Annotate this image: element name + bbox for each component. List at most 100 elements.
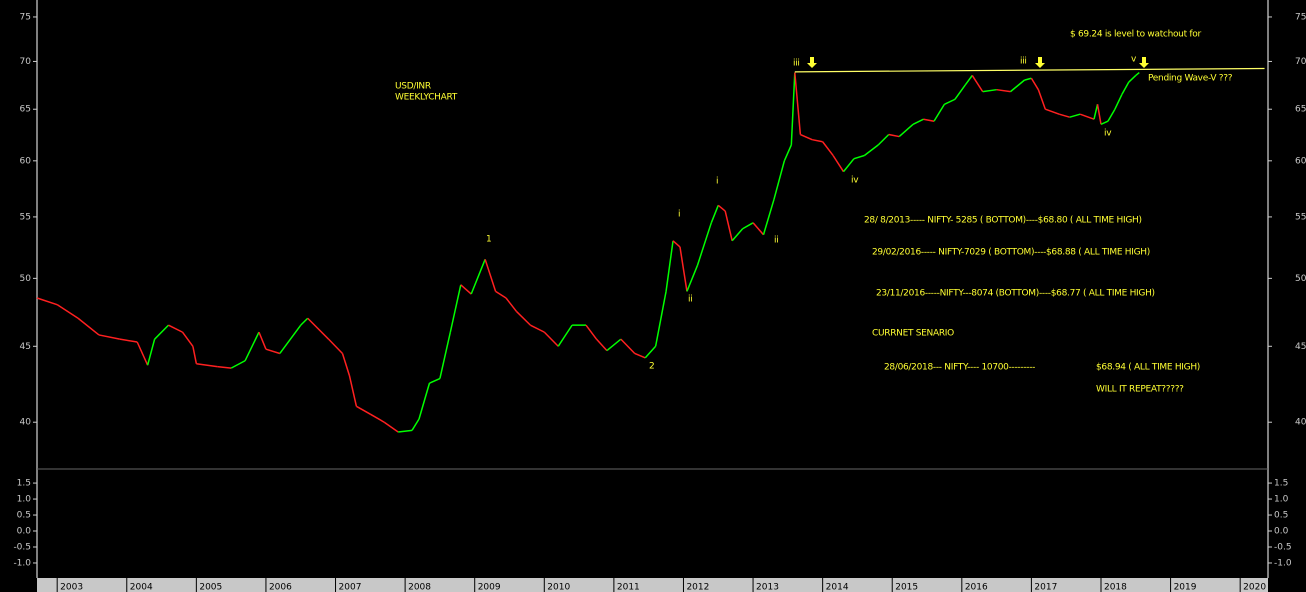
price-segment [543, 331, 559, 347]
y-tick-label: 75 [20, 12, 31, 22]
price-segment [752, 222, 765, 236]
price-segment [888, 133, 900, 138]
price-segment [265, 348, 281, 355]
annotation: 29/02/2016----- NIFTY-7029 ( BOTTOM)----… [872, 248, 1150, 258]
price-segment [644, 345, 657, 359]
price-segment [731, 228, 744, 242]
price-segment [996, 88, 1011, 93]
price-segment [383, 421, 399, 433]
price-segment [418, 382, 431, 420]
y-tick-label: -0.5 [1274, 542, 1292, 552]
y-tick-label: 55 [1295, 212, 1306, 222]
price-segment [1079, 113, 1095, 120]
x-tick-label: 2016 [965, 583, 988, 592]
price-segment [954, 84, 966, 100]
price-segment [1121, 81, 1130, 95]
price-segment [1096, 104, 1102, 125]
price-segment [398, 429, 413, 433]
level-line [794, 67, 1265, 73]
y-tick-label: 60 [20, 156, 32, 166]
arrow [1139, 57, 1149, 68]
annotation: 28/06/2018--- NIFTY---- 10700--------- [884, 363, 1035, 373]
price-segment [1114, 94, 1123, 110]
price-segment [912, 118, 924, 125]
price-segment [800, 133, 813, 141]
y-tick-label: -1.0 [1274, 558, 1292, 568]
y-tick-label: 0.0 [1274, 527, 1289, 537]
y-tick-label: 1.0 [17, 495, 32, 505]
price-segment [307, 317, 330, 340]
price-segment [146, 338, 156, 366]
price-segment [515, 310, 531, 326]
price-segment [136, 341, 149, 366]
price-segment [300, 317, 309, 326]
x-tick-label: 2004 [130, 583, 153, 592]
price-segment [832, 155, 845, 173]
wave-label: 1 [486, 235, 491, 245]
price-segment [877, 133, 890, 146]
price-segment [348, 375, 358, 407]
price-segment [1100, 120, 1109, 125]
price-segment [724, 210, 733, 241]
wave-label: i [678, 210, 680, 220]
price-segment [181, 331, 194, 347]
price-segment [634, 352, 646, 359]
wave-label: iv [1104, 129, 1112, 139]
x-tick-label: 2010 [547, 583, 570, 592]
x-tick-label: 2014 [826, 583, 849, 592]
price-segment [230, 360, 246, 369]
annotation: Pending Wave-V ??? [1148, 74, 1233, 84]
price-segment [98, 334, 120, 340]
arrows [807, 57, 1149, 68]
price-segment [460, 284, 472, 295]
x-axis-band [37, 578, 1268, 592]
annotation: $68.94 ( ALL TIME HIGH) [1096, 363, 1200, 373]
price-segment [982, 88, 997, 93]
price-segment [672, 240, 681, 248]
wave-label: ii [688, 295, 692, 305]
price-segment [1093, 104, 1099, 120]
x-tick-label: 2008 [408, 583, 431, 592]
y-tick-label: 50 [20, 274, 32, 284]
annotation: USD/INR [395, 82, 431, 92]
price-segment [1010, 79, 1025, 93]
y-tick-label: -1.0 [13, 558, 31, 568]
price-segment [279, 324, 302, 354]
price-segment [369, 413, 385, 423]
price-segment [36, 297, 58, 306]
y-tick-label: 1.5 [17, 479, 31, 489]
x-tick-label: 2009 [478, 583, 501, 592]
price-segment [1128, 74, 1137, 83]
arrow [807, 57, 817, 68]
price-segment [933, 103, 946, 122]
y-tick-label: 45 [1295, 342, 1306, 352]
price-segment [812, 138, 823, 143]
price-segment [710, 205, 719, 224]
price-segment [484, 259, 497, 292]
y-tick-label: 55 [20, 212, 31, 222]
x-tick-label: 2006 [269, 583, 292, 592]
price-segment [1069, 113, 1081, 118]
price-segment [557, 324, 573, 347]
annotation: WILL IT REPEAT????? [1096, 385, 1184, 395]
y-tick-label: 65 [20, 105, 31, 115]
price-segment [77, 317, 100, 336]
y-tick-label: 45 [20, 342, 31, 352]
price-segment [717, 204, 726, 212]
price-segment [842, 158, 855, 173]
wave-label: v [1131, 55, 1137, 65]
y-tick-label: 50 [1295, 274, 1306, 284]
price-segment [196, 362, 218, 368]
price-segment [1024, 77, 1032, 81]
x-tick-label: 2013 [756, 583, 779, 592]
price-segment [742, 222, 754, 230]
x-tick-label: 2012 [686, 583, 709, 592]
annotation: 23/11/2016-----NIFTY---8074 (BOTTOM)----… [876, 289, 1155, 299]
y-tick-label: 70 [20, 57, 32, 67]
price-segment [1045, 108, 1060, 115]
y-tick-label: 70 [1295, 57, 1306, 67]
y-tick-label: 0.5 [1274, 511, 1288, 521]
price-segment [1030, 77, 1040, 91]
